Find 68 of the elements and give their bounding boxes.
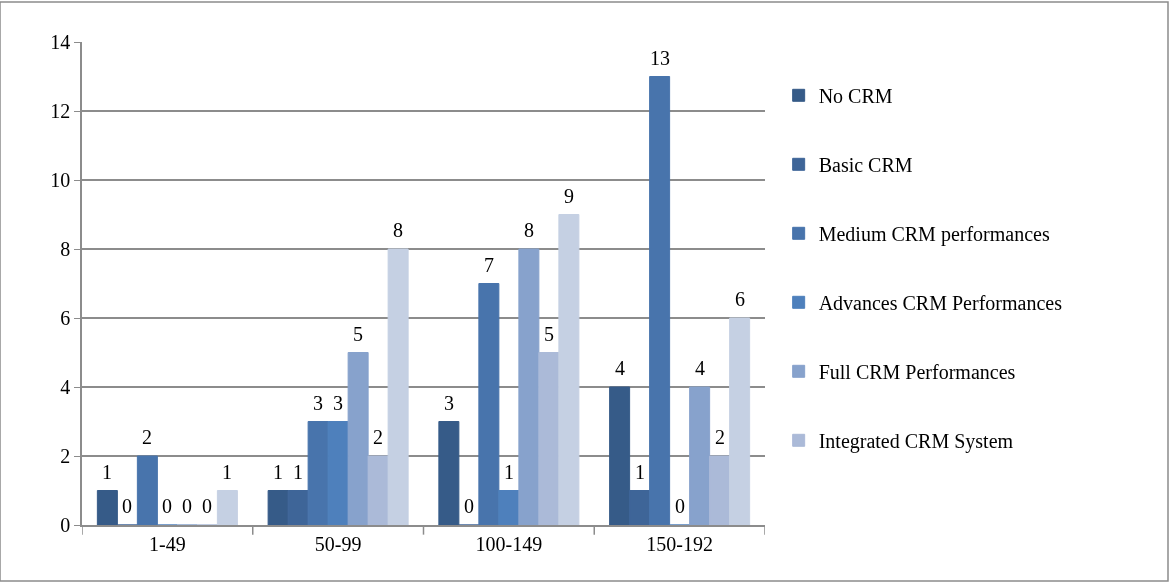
y-tick-label: 2 xyxy=(60,445,71,467)
data-label: 0 xyxy=(202,495,212,517)
bar xyxy=(478,283,500,525)
bar xyxy=(609,386,631,525)
legend-label: Integrated CRM System xyxy=(818,430,1014,454)
data-label: 13 xyxy=(650,47,670,69)
bar xyxy=(709,455,731,525)
bar xyxy=(729,317,751,525)
data-label: 0 xyxy=(162,495,172,517)
data-label: 2 xyxy=(715,426,725,448)
data-label: 6 xyxy=(735,288,745,310)
y-tick-label: 6 xyxy=(60,307,71,329)
data-label: 3 xyxy=(333,392,343,414)
data-label: 8 xyxy=(524,219,534,241)
data-label: 5 xyxy=(353,323,363,345)
data-label: 1 xyxy=(504,461,514,483)
bar xyxy=(518,248,540,525)
bar xyxy=(498,490,520,525)
bar xyxy=(96,490,118,525)
legend-label: Full CRM Performances xyxy=(818,361,1016,384)
bar xyxy=(438,421,460,525)
bar xyxy=(307,421,329,525)
data-label: 1 xyxy=(102,461,112,483)
x-tick-label: 150-192 xyxy=(646,532,713,555)
legend-label: Advances CRM Performances xyxy=(818,292,1063,315)
data-label: 1 xyxy=(222,461,232,483)
bar xyxy=(689,386,711,525)
bar xyxy=(649,76,671,525)
x-tick-label: 100-149 xyxy=(475,532,543,555)
data-label: 8 xyxy=(393,219,403,241)
data-label: 4 xyxy=(695,357,705,379)
legend-label: No CRM xyxy=(818,85,893,108)
data-label: 2 xyxy=(373,426,383,448)
bar xyxy=(267,490,289,525)
bar xyxy=(538,352,560,525)
data-label: 0 xyxy=(464,495,474,517)
data-label: 3 xyxy=(444,392,454,414)
data-label: 9 xyxy=(564,185,574,207)
bar xyxy=(558,214,580,525)
y-tick-label: 14 xyxy=(50,31,71,53)
y-tick-label: 8 xyxy=(60,238,71,260)
data-label: 4 xyxy=(615,357,625,379)
bar xyxy=(327,421,349,525)
bar xyxy=(367,455,389,525)
data-label: 7 xyxy=(484,254,494,276)
y-tick-label: 0 xyxy=(60,514,71,536)
data-label: 0 xyxy=(675,495,685,517)
bar xyxy=(136,455,158,525)
data-label: 1 xyxy=(635,461,645,483)
legend-label: Basic CRM xyxy=(818,154,913,177)
bar xyxy=(287,490,309,525)
x-tick-label: 1-49 xyxy=(149,532,186,555)
x-tick-label: 50-99 xyxy=(314,532,362,555)
y-tick-label: 12 xyxy=(50,100,71,122)
y-tick-label: 4 xyxy=(60,376,71,398)
bar xyxy=(347,352,369,525)
data-label: 0 xyxy=(182,495,192,517)
data-label: 3 xyxy=(313,392,323,414)
bar xyxy=(216,490,238,525)
legend-label: Medium CRM performances xyxy=(818,223,1050,247)
data-label: 1 xyxy=(293,461,303,483)
bar xyxy=(387,248,409,525)
data-label: 5 xyxy=(544,323,554,345)
data-label: 2 xyxy=(142,426,152,448)
y-tick-label: 10 xyxy=(50,169,71,191)
data-label: 0 xyxy=(122,495,132,517)
data-label: 1 xyxy=(273,461,283,483)
bar xyxy=(629,490,651,525)
